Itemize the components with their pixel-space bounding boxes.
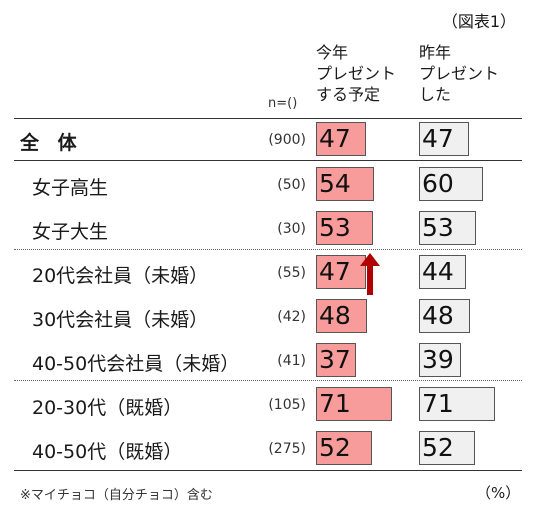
column-header-line: 昨年	[419, 43, 452, 62]
bar-last-year	[419, 167, 483, 201]
group-divider	[14, 249, 522, 250]
bar-this-year	[316, 255, 366, 289]
row-label: 40-50代会社員（未婚）	[32, 353, 240, 375]
bar-last-year	[419, 299, 470, 333]
row-n-count: (900)	[268, 132, 306, 148]
row-n-count: (42)	[277, 309, 306, 325]
bar-this-year	[316, 387, 392, 421]
bar-last-year	[419, 122, 469, 156]
bar-this-year	[316, 211, 373, 245]
bar-this-year	[316, 343, 356, 377]
column-header-line: する予定	[316, 85, 381, 104]
bar-this-year	[316, 299, 367, 333]
row-label: 女子大生	[32, 221, 109, 243]
row-n-count: (55)	[277, 265, 306, 281]
row-n-count: (105)	[268, 397, 306, 413]
row-n-count: (50)	[277, 177, 306, 193]
bar-last-year	[419, 211, 476, 245]
bar-last-year	[419, 343, 461, 377]
row-label: 全 体	[20, 132, 83, 154]
row-n-count: (30)	[277, 221, 306, 237]
row-n-count: (41)	[277, 353, 306, 369]
n-label: n=()	[268, 96, 298, 111]
unit-label: （%）	[476, 484, 521, 502]
row-label: 20代会社員（未婚）	[32, 265, 209, 287]
bar-last-year	[419, 255, 466, 289]
bar-last-year	[419, 431, 475, 465]
column-header-last-year: 昨年 プレゼント した	[419, 42, 499, 105]
figure-label: （図表1）	[441, 12, 516, 31]
bar-this-year	[316, 122, 366, 156]
footnote: ※マイチョコ（自分チョコ）含む	[20, 488, 213, 503]
column-header-line: 今年	[316, 43, 349, 62]
column-header-line: した	[419, 85, 452, 104]
row-n-count: (275)	[268, 441, 306, 457]
header-divider	[14, 118, 522, 119]
row-label: 40-50代（既婚）	[32, 441, 183, 463]
bar-last-year	[419, 387, 495, 421]
row-label: 20-30代（既婚）	[32, 397, 183, 419]
row-label: 30代会社員（未婚）	[32, 309, 209, 331]
group-divider	[14, 380, 522, 381]
column-header-line: プレゼント	[316, 64, 397, 83]
column-header-line: プレゼント	[419, 64, 500, 83]
row-label: 女子高生	[32, 177, 109, 199]
total-divider	[14, 160, 522, 161]
bottom-divider	[14, 470, 522, 471]
bar-this-year	[316, 431, 372, 465]
column-header-this-year: 今年 プレゼント する予定	[316, 42, 396, 105]
bar-this-year	[316, 167, 374, 201]
up-arrow-icon	[360, 253, 380, 295]
